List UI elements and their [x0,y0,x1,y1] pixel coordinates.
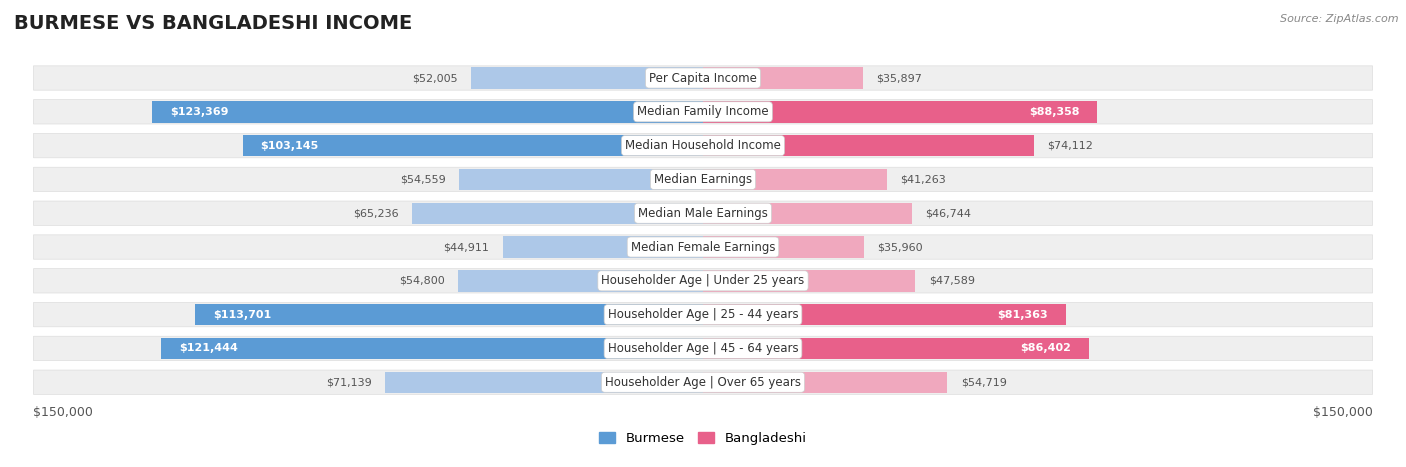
Text: $35,960: $35,960 [877,242,922,252]
Bar [703,169,887,190]
Text: $74,112: $74,112 [1047,141,1092,151]
Text: Householder Age | Under 25 years: Householder Age | Under 25 years [602,274,804,287]
FancyBboxPatch shape [34,66,1372,90]
Text: Per Capita Income: Per Capita Income [650,71,756,85]
Bar [703,372,948,393]
Text: $46,744: $46,744 [925,208,972,218]
FancyBboxPatch shape [34,167,1372,191]
FancyBboxPatch shape [34,235,1372,259]
Text: Source: ZipAtlas.com: Source: ZipAtlas.com [1281,14,1399,24]
Text: $113,701: $113,701 [214,310,271,319]
FancyBboxPatch shape [34,303,1372,327]
Text: $103,145: $103,145 [260,141,319,151]
Text: Median Family Income: Median Family Income [637,106,769,118]
Bar [471,67,703,89]
Text: $35,897: $35,897 [876,73,922,83]
FancyBboxPatch shape [34,99,1372,124]
Text: Householder Age | 45 - 64 years: Householder Age | 45 - 64 years [607,342,799,355]
FancyBboxPatch shape [34,336,1372,361]
Text: $52,005: $52,005 [412,73,457,83]
Text: $47,589: $47,589 [929,276,974,286]
Bar [703,270,915,291]
Text: $81,363: $81,363 [998,310,1049,319]
Text: Median Earnings: Median Earnings [654,173,752,186]
Bar [703,101,1098,122]
Bar [152,101,703,122]
Text: $54,559: $54,559 [401,174,446,184]
FancyBboxPatch shape [34,134,1372,158]
Text: $41,263: $41,263 [901,174,946,184]
Text: BURMESE VS BANGLADESHI INCOME: BURMESE VS BANGLADESHI INCOME [14,14,412,33]
Text: $65,236: $65,236 [353,208,398,218]
Bar [703,304,1066,325]
Text: $150,000: $150,000 [1313,406,1372,419]
Bar [703,236,863,258]
FancyBboxPatch shape [34,370,1372,395]
Text: Householder Age | Over 65 years: Householder Age | Over 65 years [605,376,801,389]
Bar [385,372,703,393]
Bar [703,338,1088,359]
Bar [195,304,703,325]
Text: $86,402: $86,402 [1019,343,1071,354]
FancyBboxPatch shape [34,201,1372,226]
Text: Median Male Earnings: Median Male Earnings [638,207,768,219]
Bar [412,203,703,224]
Bar [703,135,1033,156]
Bar [243,135,703,156]
Text: $71,139: $71,139 [326,377,373,387]
Bar [460,169,703,190]
Text: $123,369: $123,369 [170,107,229,117]
FancyBboxPatch shape [34,269,1372,293]
Text: Median Female Earnings: Median Female Earnings [631,241,775,254]
Text: Householder Age | 25 - 44 years: Householder Age | 25 - 44 years [607,308,799,321]
Text: $54,800: $54,800 [399,276,446,286]
Bar [160,338,703,359]
Text: $44,911: $44,911 [443,242,489,252]
Text: $54,719: $54,719 [960,377,1007,387]
Text: Median Household Income: Median Household Income [626,139,780,152]
Bar [703,67,863,89]
Legend: Burmese, Bangladeshi: Burmese, Bangladeshi [595,427,811,451]
Bar [703,203,911,224]
Text: $88,358: $88,358 [1029,107,1080,117]
Bar [458,270,703,291]
Bar [502,236,703,258]
Text: $150,000: $150,000 [34,406,93,419]
Text: $121,444: $121,444 [179,343,238,354]
